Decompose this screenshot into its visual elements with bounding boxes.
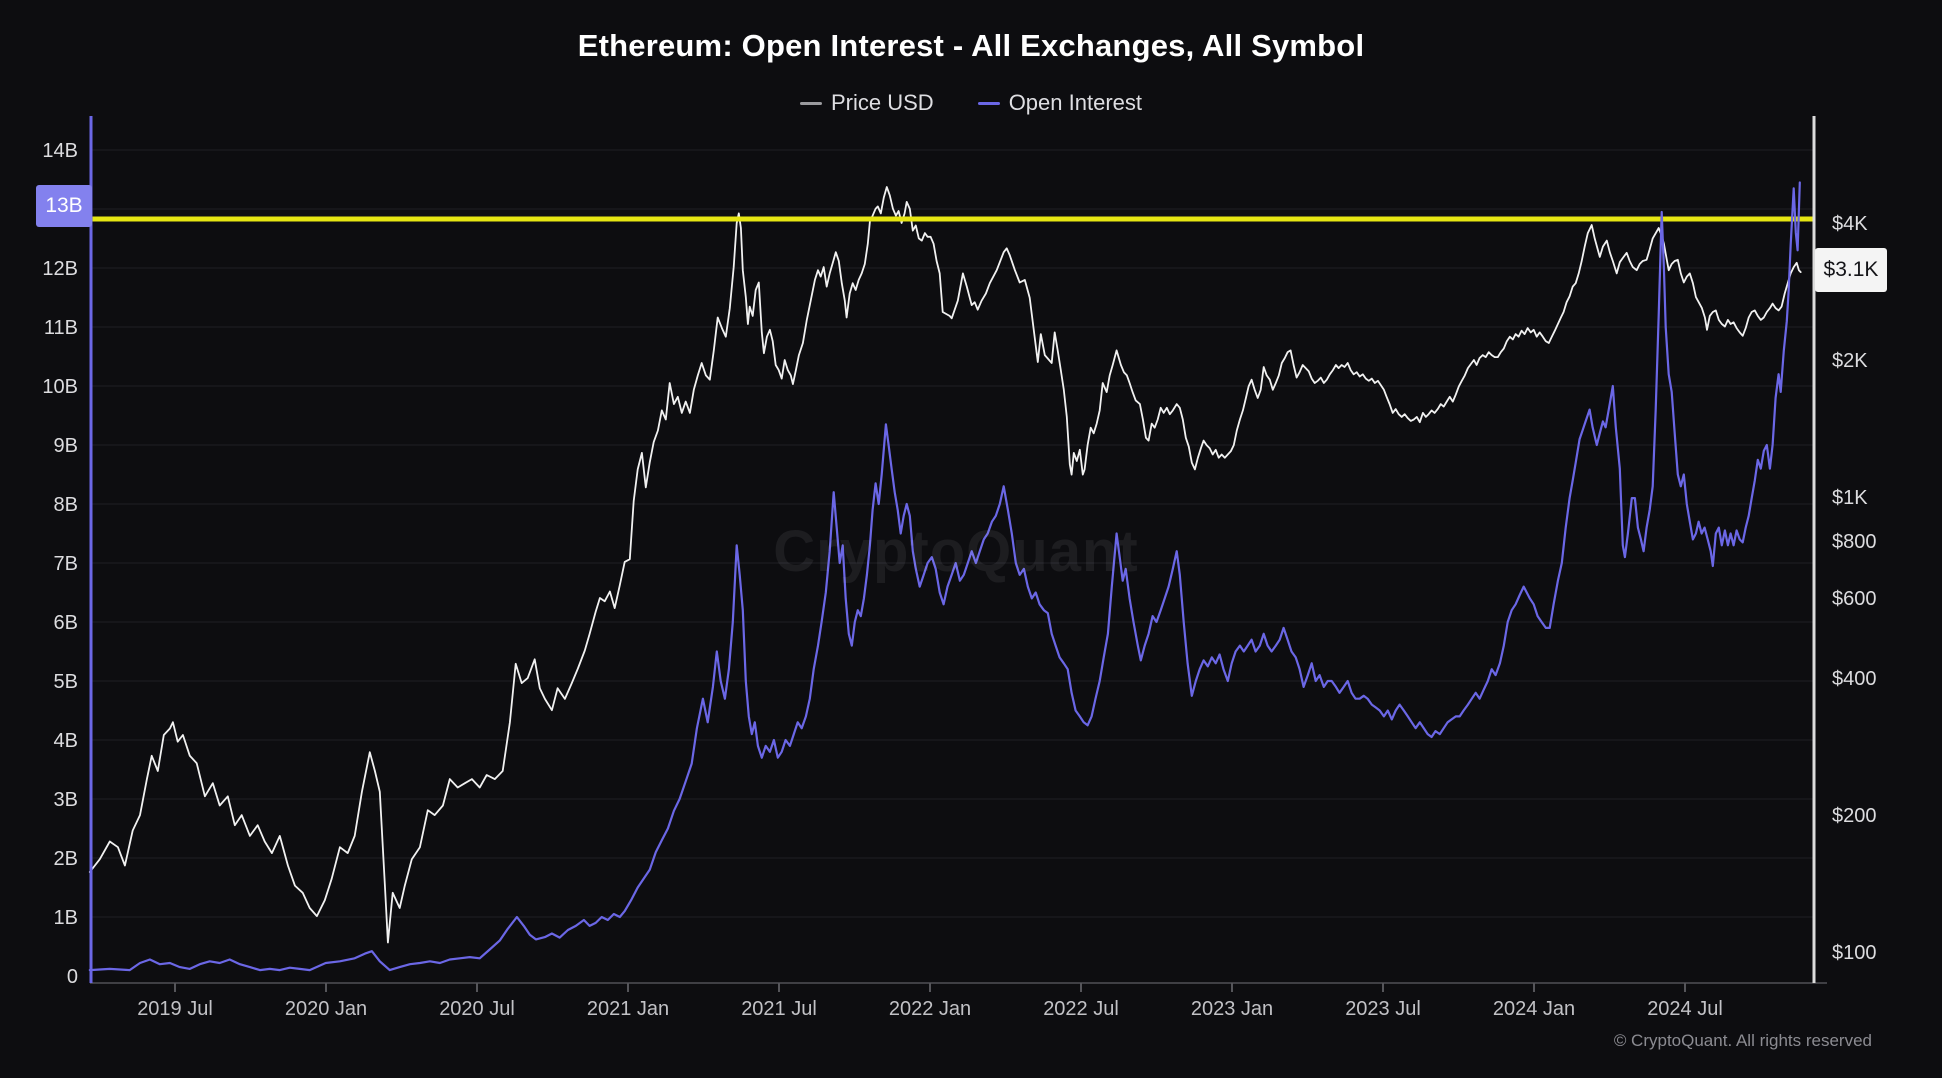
x-tick-label-8: 2023 Jul <box>1345 998 1421 1020</box>
x-tick-label-0: 2019 Jul <box>137 998 213 1020</box>
chart-title: Ethereum: Open Interest - All Exchanges,… <box>577 28 1365 63</box>
left-tick-label-12B: 12B <box>42 258 78 280</box>
right-tick-label-$400: $400 <box>1832 668 1877 690</box>
chart-legend: Price USD Open Interest <box>0 90 1942 116</box>
left-tick-label-3B: 3B <box>54 789 78 811</box>
right-tick-label-$4K: $4K <box>1832 213 1868 235</box>
x-tick-label-9: 2024 Jan <box>1493 998 1575 1020</box>
left-tick-label-11B: 11B <box>44 317 78 339</box>
price-usd-line-swatch-icon <box>800 101 822 105</box>
x-tick-label-5: 2022 Jan <box>889 998 971 1020</box>
right-tick-label-$200: $200 <box>1832 805 1877 827</box>
left-tick-label-14B: 14B <box>42 140 78 162</box>
open-interest-current-value-badge: 13B <box>36 185 92 228</box>
right-tick-label-$1K: $1K <box>1832 487 1868 509</box>
x-tick-label-2: 2020 Jul <box>439 998 515 1020</box>
legend-item-price-usd[interactable]: Price USD <box>800 90 934 116</box>
x-tick-label-3: 2021 Jan <box>587 998 669 1020</box>
left-tick-label-1B: 1B <box>54 907 78 929</box>
price-current-value-badge: $3.1K <box>1815 248 1887 293</box>
left-tick-label-6B: 6B <box>54 612 78 634</box>
copyright-notice: © CryptoQuant. All rights reserved <box>1613 1031 1872 1050</box>
x-tick-label-7: 2023 Jan <box>1191 998 1273 1020</box>
price-usd-line <box>88 186 1802 944</box>
left-tick-label-7B: 7B <box>54 553 78 575</box>
left-tick-label-4B: 4B <box>54 730 78 752</box>
left-tick-label-0: 0 <box>67 966 78 988</box>
legend-item-open-interest[interactable]: Open Interest <box>977 90 1142 116</box>
legend-label-open-interest: Open Interest <box>1008 90 1142 115</box>
x-tick-label-4: 2021 Jul <box>741 998 817 1020</box>
open-interest-line <box>88 181 1801 972</box>
left-tick-label-5B: 5B <box>54 671 78 693</box>
right-tick-label-$800: $800 <box>1832 531 1877 553</box>
legend-label-price-usd: Price USD <box>831 90 934 115</box>
left-tick-label-2B: 2B <box>54 848 78 870</box>
right-tick-label-$2K: $2K <box>1832 350 1868 372</box>
left-tick-label-8B: 8B <box>54 494 78 516</box>
x-tick-label-1: 2020 Jan <box>285 998 367 1020</box>
open-interest-line-swatch-icon <box>977 101 1000 105</box>
right-tick-label-$600: $600 <box>1832 588 1877 610</box>
x-tick-label-10: 2024 Jul <box>1647 998 1723 1020</box>
x-tick-label-6: 2022 Jul <box>1043 998 1119 1020</box>
left-tick-label-9B: 9B <box>54 435 78 457</box>
right-tick-label-$100: $100 <box>1832 942 1877 964</box>
left-tick-label-10B: 10B <box>42 376 78 398</box>
